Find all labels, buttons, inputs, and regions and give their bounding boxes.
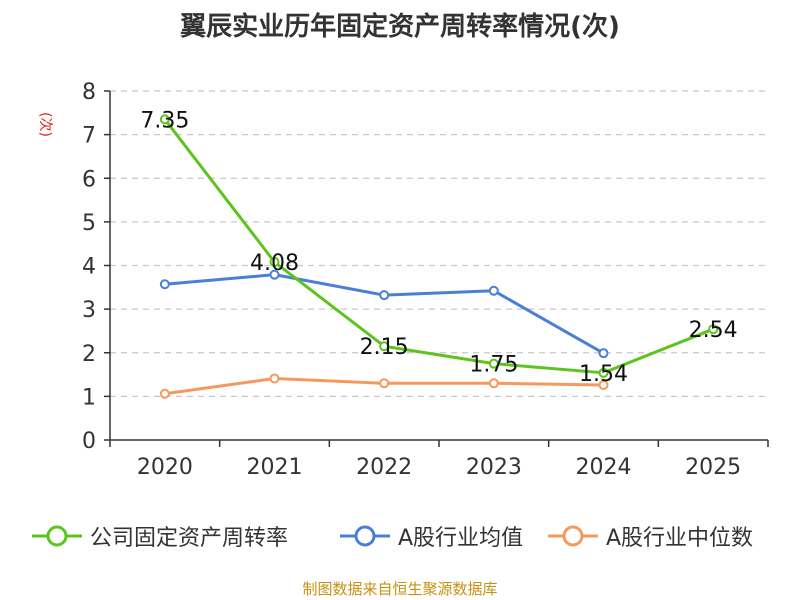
y-tick-label-0: 0 (82, 429, 96, 454)
legend-marker-blue (340, 525, 390, 547)
data-label-2023: 1.75 (469, 353, 518, 378)
data-point-s2-2021[interactable] (269, 373, 280, 384)
y-tick-label-2: 2 (82, 342, 96, 367)
data-point-s1-2020[interactable] (159, 279, 170, 290)
data-point-s2-2022[interactable] (379, 378, 390, 389)
data-point-s1-2022[interactable] (379, 290, 390, 301)
data-point-s1-2023[interactable] (488, 285, 499, 296)
x-tick-label-2020: 2020 (137, 455, 193, 480)
data-point-s2-2024[interactable] (598, 380, 609, 391)
legend-marker-green (32, 525, 82, 547)
y-tick-label-8: 8 (82, 80, 96, 105)
source-note: 制图数据来自恒生聚源数据库 (302, 580, 498, 598)
data-label-2025: 2.54 (689, 318, 738, 343)
x-tick-label-2025: 2025 (685, 455, 741, 480)
data-point-s1-2024[interactable] (598, 348, 609, 359)
y-tick-label-5: 5 (82, 211, 96, 236)
data-point-s0-2025[interactable] (708, 324, 719, 335)
data-label-2024: 1.54 (579, 362, 628, 387)
x-tick-label-2023: 2023 (466, 455, 522, 480)
data-label-2021: 4.08 (250, 251, 299, 276)
x-tick-label-2022: 2022 (356, 455, 412, 480)
chart-title: 翼辰实业历年固定资产周转率情况(次) (180, 12, 620, 42)
series-line-0 (163, 118, 714, 375)
data-point-s2-2020[interactable] (159, 388, 170, 399)
y-tick-label-4: 4 (82, 255, 96, 280)
data-point-s0-2024[interactable] (598, 367, 609, 378)
x-tick-label-2021: 2021 (247, 455, 303, 480)
data-point-s2-2023[interactable] (488, 378, 499, 389)
legend-label-company: 公司固定资产周转率 (90, 526, 289, 551)
legend-label-industry-median: A股行业中位数 (606, 526, 754, 551)
legend-item-industry-median[interactable]: A股行业中位数 (548, 518, 753, 554)
data-label-2020: 7.35 (140, 108, 189, 133)
legend-item-industry-mean[interactable]: A股行业均值 (340, 518, 523, 554)
line-chart: 0 1 2 3 4 5 6 7 8 2020 2021 2022 2023 2024 2025 7.35 4.0… (82, 80, 769, 480)
legend: 公司固定资产周转率 A股行业均值 A股行业中位数 (0, 518, 800, 554)
data-point-s0-2020[interactable] (159, 114, 170, 125)
legend-marker-orange (548, 525, 598, 547)
x-tick-label-2024: 2024 (576, 455, 632, 480)
legend-item-company[interactable]: 公司固定资产周转率 (32, 518, 288, 554)
data-point-s0-2023[interactable] (488, 358, 499, 369)
y-tick-label-3: 3 (82, 298, 96, 323)
data-label-2022: 2.15 (360, 335, 409, 360)
data-point-s0-2021[interactable] (269, 257, 280, 268)
legend-label-industry-mean: A股行业均值 (398, 526, 524, 551)
data-point-s0-2022[interactable] (379, 341, 390, 352)
y-tick-label-7: 7 (82, 124, 96, 149)
data-point-s1-2021[interactable] (269, 269, 280, 280)
y-tick-label-6: 6 (82, 167, 96, 192)
y-tick-label-1: 1 (82, 385, 96, 410)
